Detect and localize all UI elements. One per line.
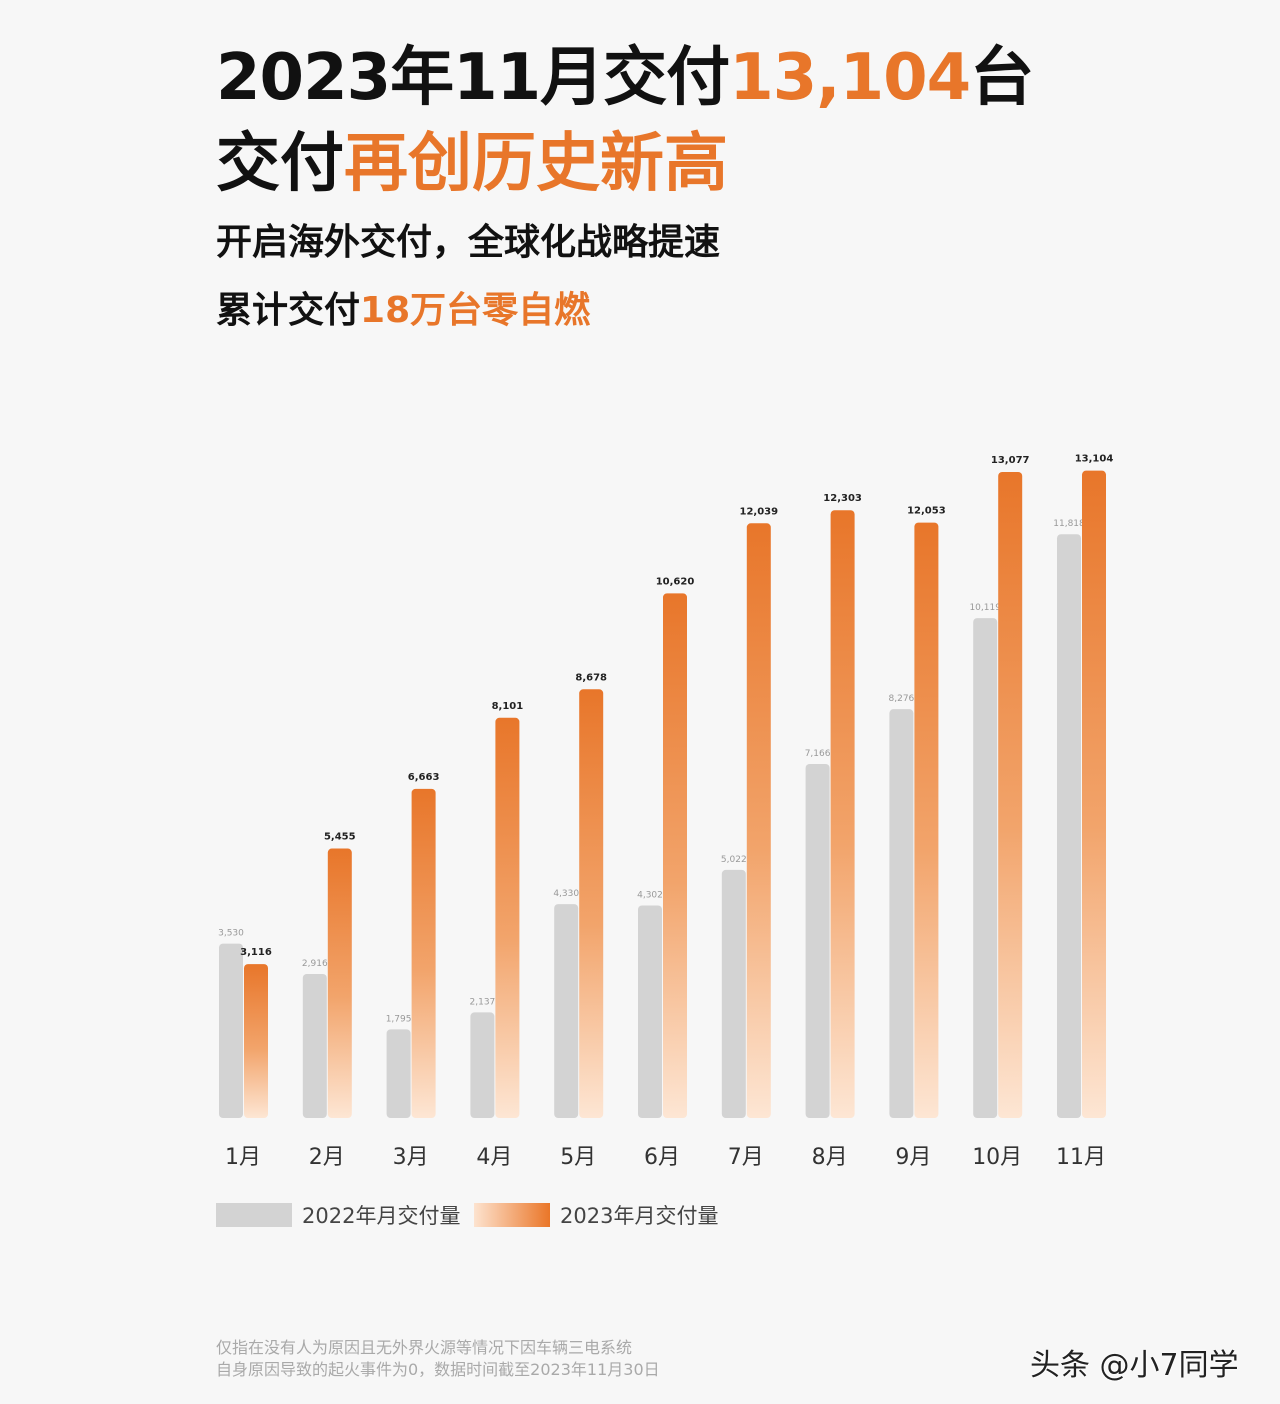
legend-item-2023: 2023年月交付量 (474, 1202, 718, 1228)
bar-group: 7,166 12,303 8月 (805, 493, 862, 1170)
bar-group: 8,276 12,053 9月 (889, 506, 946, 1170)
bar-2023 (579, 689, 604, 1118)
subtitle-cumulative: 累计交付18万台零自燃 (216, 288, 590, 334)
category-label: 10月 (972, 1145, 1022, 1170)
category-label: 4月 (476, 1145, 512, 1170)
headline-suffix: 台 (970, 41, 1034, 115)
headline-prefix: 2023年11月交付 (216, 41, 730, 115)
value-label-2022: 11,818 (1053, 519, 1085, 529)
subtitle-cumulative-prefix: 累计交付 (216, 290, 361, 331)
bar-group: 5,022 12,039 7月 (721, 506, 778, 1170)
value-label-2023: 12,039 (740, 506, 779, 517)
value-label-2022: 4,330 (553, 889, 579, 899)
value-label-2022: 7,166 (805, 749, 831, 759)
category-label: 7月 (728, 1145, 764, 1170)
category-label: 9月 (895, 1145, 931, 1170)
bar-2022 (721, 869, 746, 1118)
bar-2023 (830, 510, 855, 1118)
headline-highlight-number: 13,104 (729, 41, 971, 115)
category-label: 1月 (225, 1145, 261, 1170)
bar-2022 (302, 973, 327, 1118)
bar-2023 (411, 788, 436, 1118)
category-label: 5月 (560, 1145, 596, 1170)
bar-2022 (386, 1029, 411, 1118)
bar-group: 11,818 13,104 11月 (1053, 454, 1113, 1170)
category-label: 3月 (393, 1145, 429, 1170)
value-label-2023: 12,053 (907, 506, 946, 517)
value-label-2023: 13,077 (991, 455, 1030, 466)
bar-2022 (470, 1012, 495, 1118)
legend-label-2022: 2022年月交付量 (302, 1204, 461, 1228)
footnote-line1: 仅指在没有人为原因且无外界火源等情况下因车辆三电系统 (216, 1338, 633, 1357)
headline-line1: 2023年11月交付13,104台 (216, 38, 1034, 118)
subtitle-overseas: 开启海外交付，全球化战略提速 (216, 222, 721, 263)
bar-group: 2,137 8,101 4月 (470, 701, 524, 1170)
subtitle-cumulative-highlight: 18万台零自燃 (360, 290, 591, 331)
bar-2023 (495, 717, 520, 1118)
bar-2022 (638, 905, 662, 1118)
bar-2022 (805, 763, 830, 1118)
value-label-2023: 6,663 (408, 772, 440, 783)
legend-swatch-2022 (216, 1203, 292, 1227)
value-label-2022: 4,302 (637, 890, 663, 900)
bar-2023 (244, 964, 268, 1118)
value-label-2023: 3,116 (240, 947, 272, 958)
value-label-2023: 13,104 (1075, 454, 1114, 465)
legend-item-2022: 2022年月交付量 (216, 1202, 460, 1228)
bar-group: 10,119 13,077 10月 (969, 455, 1029, 1170)
bar-group: 3,530 3,116 1月 (218, 929, 272, 1170)
category-label: 6月 (644, 1145, 680, 1170)
delivery-bar-chart: 3,530 3,116 1月 2,916 5,455 2月 1,795 6,663 3月 2,13… (218, 454, 1113, 1170)
value-label-2022: 3,530 (218, 929, 244, 939)
value-label-2022: 2,137 (470, 997, 496, 1007)
bar-2023 (327, 848, 352, 1118)
value-label-2023: 8,678 (575, 672, 607, 683)
bar-2023 (746, 523, 771, 1118)
bar-2023 (663, 593, 687, 1118)
bar-group: 1,795 6,663 3月 (386, 772, 440, 1170)
bar-group: 4,302 10,620 6月 (637, 576, 694, 1170)
category-label: 11月 (1056, 1145, 1106, 1170)
watermark-text: 头条 @小7同学 (1030, 1348, 1239, 1383)
headline-line2: 交付再创历史新高 (216, 124, 728, 204)
legend-swatch-2023 (474, 1203, 550, 1227)
bar-2022 (219, 943, 243, 1118)
bar-2022 (889, 709, 914, 1118)
value-label-2022: 8,276 (889, 694, 915, 704)
value-label-2022: 1,795 (386, 1014, 412, 1024)
bars-layer: 3,530 3,116 1月 2,916 5,455 2月 1,795 6,663 3月 2,13… (218, 454, 1113, 1170)
bar-group: 2,916 5,455 2月 (302, 832, 356, 1170)
value-label-2023: 8,101 (492, 701, 524, 712)
bar-2022 (1057, 534, 1081, 1118)
headline2-prefix: 交付 (216, 127, 344, 201)
bar-2022 (554, 904, 579, 1118)
value-label-2022: 5,022 (721, 855, 747, 865)
value-label-2023: 12,303 (823, 493, 862, 504)
value-label-2023: 5,455 (324, 832, 356, 843)
value-label-2022: 2,916 (302, 959, 328, 969)
value-label-2023: 10,620 (656, 576, 695, 587)
bar-2022 (973, 618, 998, 1118)
category-label: 2月 (309, 1145, 345, 1170)
bar-group: 4,330 8,678 5月 (553, 672, 607, 1170)
bar-2023 (914, 522, 939, 1118)
value-label-2022: 10,119 (969, 603, 1001, 613)
legend-label-2023: 2023年月交付量 (560, 1204, 719, 1228)
bar-2023 (998, 471, 1023, 1118)
footnote-line2: 自身原因导致的起火事件为0，数据时间截至2023年11月30日 (216, 1360, 660, 1379)
headline2-highlight: 再创历史新高 (344, 127, 728, 201)
bar-2023 (1082, 470, 1106, 1118)
category-label: 8月 (812, 1145, 848, 1170)
